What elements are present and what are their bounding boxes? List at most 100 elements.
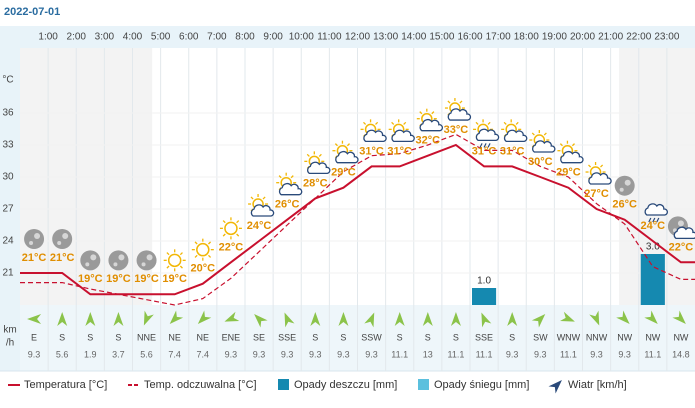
feels-like-line <box>20 133 695 306</box>
wind-arrow <box>507 312 518 326</box>
wind-arrow <box>450 312 461 326</box>
x-tick-label: 7:00 <box>207 32 227 43</box>
axis-band <box>0 26 20 371</box>
moon-spot <box>113 262 118 267</box>
sun-ray <box>346 143 350 147</box>
wind-arrow <box>169 310 184 324</box>
sun-ray <box>290 175 294 179</box>
x-tick-label: 17:00 <box>486 32 511 43</box>
sun-ray <box>431 111 435 115</box>
sun-ray <box>531 132 535 136</box>
legend-label: Temp. odczuwalna [°C] <box>144 379 257 391</box>
wind-direction: SE <box>253 332 265 342</box>
sun-ray <box>208 241 212 245</box>
wind-arrow <box>560 311 575 322</box>
wind-arrow <box>644 310 658 324</box>
sun-ray <box>166 265 170 269</box>
sun-ray <box>236 220 240 224</box>
sun-ray <box>179 252 183 256</box>
temperature-label: 29°C <box>331 167 356 179</box>
x-tick-label: 12:00 <box>345 32 370 43</box>
x-tick-label: 18:00 <box>514 32 539 43</box>
x-tick-label: 23:00 <box>654 32 679 43</box>
wind-direction: SSW <box>361 332 382 342</box>
precip-bar <box>640 254 665 305</box>
cloud <box>673 226 695 239</box>
weather-icon <box>585 162 612 185</box>
moon-spot <box>85 262 90 267</box>
sun-ray <box>262 196 266 200</box>
temperature-label: 19°C <box>78 273 103 285</box>
weather-icon <box>614 175 635 196</box>
sun-ray <box>194 241 198 245</box>
legend-label: Opady śniegu [mm] <box>434 379 529 391</box>
x-tick-label: 22:00 <box>626 32 651 43</box>
x-tick-label: 11:00 <box>317 32 342 43</box>
x-tick-label: 5:00 <box>151 32 171 43</box>
wind-direction: NW <box>645 332 660 342</box>
wind-speed: 5.6 <box>140 349 153 359</box>
moon-spot <box>146 254 153 261</box>
moon-spot <box>677 220 684 227</box>
wind-direction: WNW <box>557 332 581 342</box>
wind-speed: 9.3 <box>534 349 547 359</box>
wind-direction: S <box>509 332 515 342</box>
cloud <box>250 204 275 217</box>
rain-drop <box>483 143 487 148</box>
rain-drop <box>648 217 652 223</box>
temperature-label: 21°C <box>50 252 75 264</box>
y-tick-label: 30 <box>2 172 14 183</box>
rain-drop <box>656 217 660 223</box>
date-title: 2022-07-01 <box>4 6 60 18</box>
temperature-label: 32°C <box>416 135 441 147</box>
cloud <box>335 150 359 164</box>
wind-arrow <box>197 310 212 324</box>
weather-icon <box>473 119 500 148</box>
moon-spot <box>118 254 125 261</box>
wind-arrow <box>57 312 68 326</box>
temperature-label: 29°C <box>556 167 581 179</box>
x-tick-label: 8:00 <box>235 32 255 43</box>
weather-icon <box>667 216 695 239</box>
sun-ray <box>250 196 254 200</box>
temperature-label: 26°C <box>612 199 637 211</box>
wind-arrow <box>310 312 321 326</box>
wind-arrow <box>672 310 686 324</box>
wind-unit: km <box>3 325 16 336</box>
temperature-label: 30°C <box>528 156 553 168</box>
wind-direction: SSE <box>278 332 296 342</box>
sun-ray <box>236 233 240 237</box>
temperature-label: 31°C <box>359 145 384 157</box>
wind-direction: SSE <box>475 332 493 342</box>
legend-label: Opady deszczu [mm] <box>294 379 397 391</box>
wind-arrow <box>531 314 546 328</box>
x-tick-label: 13:00 <box>373 32 398 43</box>
temperature-label: 21°C <box>22 252 47 264</box>
wind-direction: S <box>312 332 318 342</box>
moon-spot <box>57 241 62 246</box>
moon <box>614 175 635 196</box>
cloud <box>447 108 472 121</box>
legend-swatch <box>548 380 562 394</box>
sun-ray <box>363 121 367 125</box>
wind-speed: 11.1 <box>644 349 661 359</box>
rain-drop <box>487 143 491 148</box>
cloud <box>588 172 612 185</box>
wind-speed: 9.3 <box>590 349 603 359</box>
wind-direction: NW <box>617 332 632 342</box>
y-axis-label: °C <box>2 75 13 86</box>
temperature-label: 19°C <box>134 273 159 285</box>
wind-speed: 9.3 <box>253 349 266 359</box>
weather-icon <box>388 119 415 143</box>
wind-speed: 9.3 <box>225 349 238 359</box>
wind-arrow <box>284 312 295 328</box>
temperature-label: 19°C <box>106 273 131 285</box>
moon-spot <box>34 233 41 240</box>
temperature-label: 28°C <box>303 177 328 189</box>
cloud <box>363 129 387 143</box>
precip-bar <box>472 288 497 305</box>
wind-unit: /h <box>6 338 14 349</box>
x-tick-label: 2:00 <box>67 32 87 43</box>
temperature-label: 24°C <box>641 220 666 232</box>
temperature-label: 27°C <box>584 188 609 200</box>
